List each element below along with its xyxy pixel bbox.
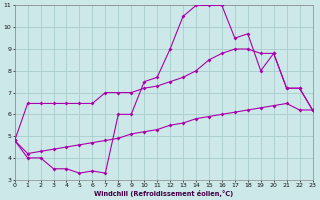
X-axis label: Windchill (Refroidissement éolien,°C): Windchill (Refroidissement éolien,°C) — [94, 190, 233, 197]
